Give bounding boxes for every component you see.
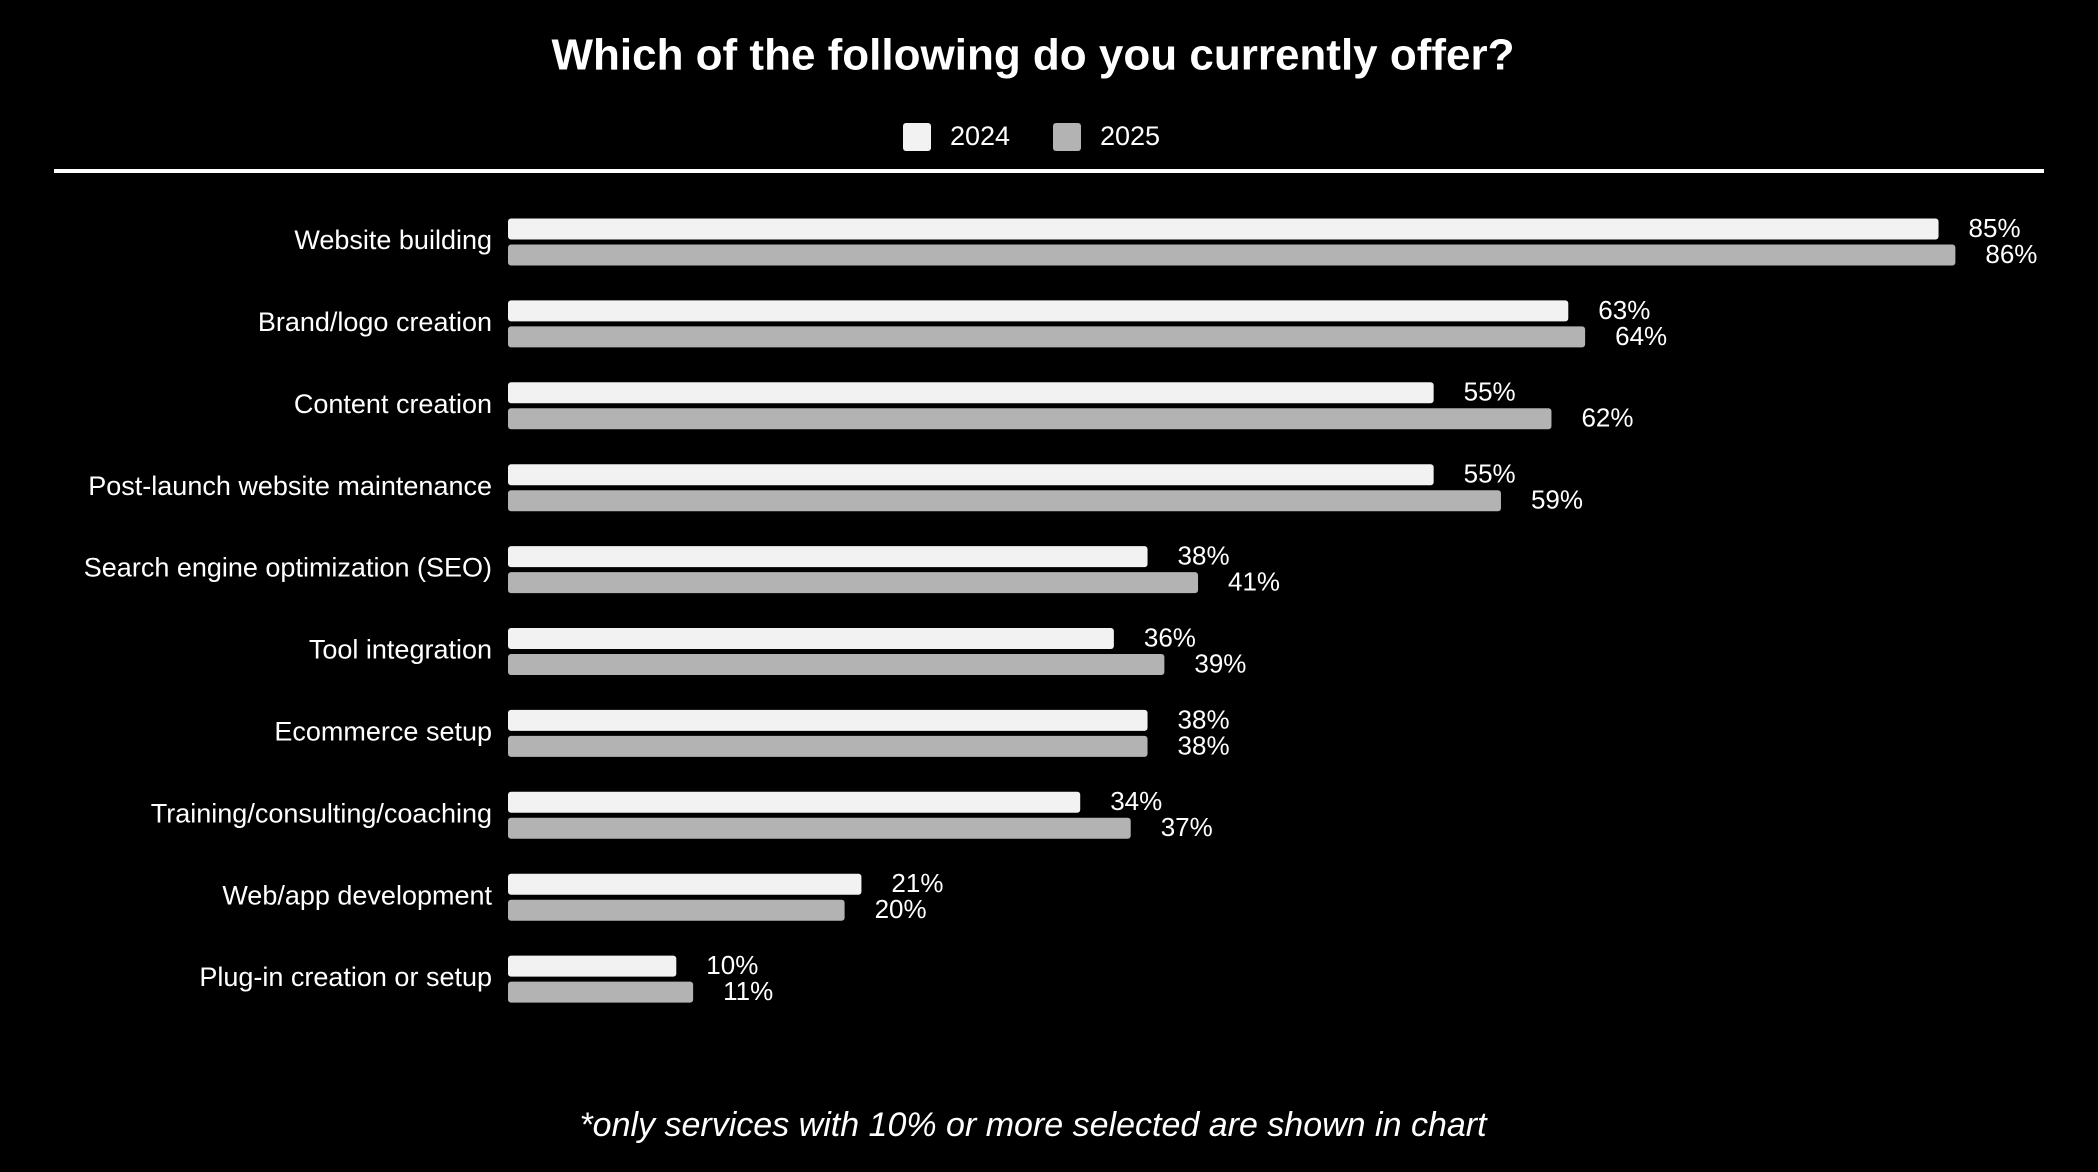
value-label: 86% bbox=[1985, 239, 2037, 269]
bar bbox=[508, 490, 1501, 512]
value-label: 36% bbox=[1144, 622, 1196, 652]
bar bbox=[508, 218, 1939, 240]
bar bbox=[508, 244, 1956, 266]
bar bbox=[508, 628, 1114, 649]
category-label: Content creation bbox=[294, 389, 492, 419]
value-label: 55% bbox=[1464, 459, 1516, 489]
value-label: 55% bbox=[1464, 377, 1516, 407]
category-label: Plug-in creation or setup bbox=[199, 962, 492, 992]
category-label: Post-launch website maintenance bbox=[88, 471, 492, 501]
bar bbox=[508, 326, 1586, 348]
category-label: Brand/logo creation bbox=[258, 307, 492, 337]
value-label: 85% bbox=[1969, 213, 2021, 243]
value-label: 21% bbox=[891, 868, 943, 898]
category-label: Website building bbox=[294, 225, 492, 255]
legend-label: 2024 bbox=[950, 121, 1010, 151]
bar bbox=[508, 572, 1199, 594]
legend-swatch bbox=[1053, 123, 1081, 151]
legend-label: 2025 bbox=[1100, 121, 1160, 151]
bar bbox=[508, 955, 677, 977]
value-label: 10% bbox=[706, 950, 758, 980]
value-label: 38% bbox=[1178, 730, 1230, 760]
category-label: Search engine optimization (SEO) bbox=[84, 553, 492, 583]
bar bbox=[508, 791, 1081, 813]
value-label: 39% bbox=[1194, 648, 1246, 678]
bar bbox=[508, 899, 845, 921]
bar bbox=[508, 981, 694, 1003]
legend-swatch bbox=[903, 123, 931, 151]
value-label: 38% bbox=[1178, 540, 1230, 570]
bar bbox=[508, 817, 1131, 839]
legend: 2024 2025 bbox=[903, 121, 1160, 151]
bar bbox=[508, 464, 1434, 486]
category-label: Ecommerce setup bbox=[274, 717, 492, 747]
bar bbox=[508, 873, 862, 895]
value-label: 37% bbox=[1161, 812, 1213, 842]
category-label: Training/consulting/coaching bbox=[151, 798, 492, 828]
bar bbox=[508, 546, 1148, 568]
value-label: 20% bbox=[875, 894, 927, 924]
category-label: Web/app development bbox=[222, 880, 492, 910]
value-label: 64% bbox=[1615, 321, 1667, 351]
value-label: 34% bbox=[1110, 786, 1162, 816]
value-label: 11% bbox=[723, 976, 773, 1006]
bar bbox=[508, 709, 1148, 731]
footnote: *only services with 10% or more selected… bbox=[579, 1106, 1488, 1144]
category-label: Tool integration bbox=[309, 635, 492, 665]
value-label: 62% bbox=[1581, 403, 1633, 433]
value-label: 41% bbox=[1228, 566, 1280, 596]
bar bbox=[508, 300, 1569, 322]
bar bbox=[508, 382, 1434, 404]
chart-title: Which of the following do you currently … bbox=[551, 31, 1514, 80]
bar bbox=[508, 408, 1552, 430]
bar bbox=[508, 735, 1148, 757]
value-label: 63% bbox=[1598, 295, 1650, 325]
value-label: 59% bbox=[1531, 485, 1583, 515]
bar bbox=[508, 654, 1165, 675]
value-label: 38% bbox=[1178, 704, 1230, 734]
